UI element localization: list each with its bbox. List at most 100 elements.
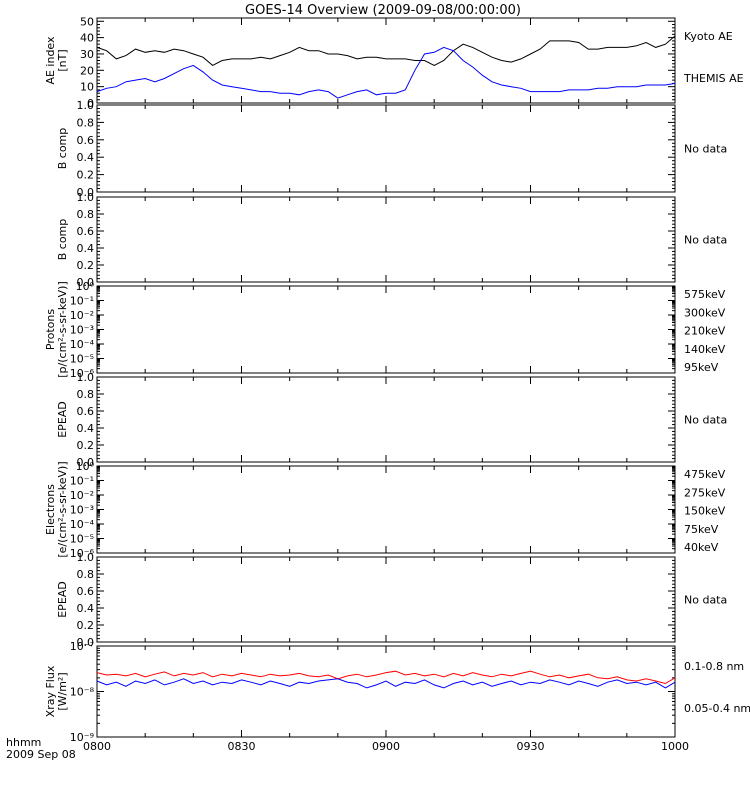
b-comp-2-ytick-label: 0.8 — [77, 208, 95, 221]
b-comp-1-frame — [96, 104, 676, 193]
protons-legend-95keV: 95keV — [684, 361, 719, 374]
panel-electrons: 10⁰ 10⁻¹10⁻² 10⁻³10⁻⁴ 10⁻⁵10⁻⁶ Electrons [e/(… — [44, 460, 726, 560]
date-label: 2009 Sep 08 — [6, 748, 76, 761]
xray-flux-legend-1: 0.05-0.4 nm — [684, 702, 750, 715]
epead-1-ytick-label: 0.2 — [77, 439, 95, 452]
electrons-legend-275keV: 275keV — [684, 486, 726, 499]
protons-ytick-label: 10⁻¹ — [70, 295, 94, 308]
epead-2-ytick-label: 0.2 — [77, 619, 95, 632]
xray-flux-legend-0: 0.1-0.8 nm — [684, 660, 744, 673]
electrons-ytick-label: 10⁰ — [76, 460, 95, 473]
ae-index-legend-1: THEMIS AE — [683, 72, 744, 85]
protons-ytick-label: 10⁰ — [76, 280, 95, 293]
epead-2-ylabel: EPEAD — [56, 581, 69, 618]
electrons-legend-75keV: 75keV — [684, 523, 719, 536]
xray-flux-series-1 — [96, 678, 676, 689]
xray-flux-frame — [96, 645, 676, 738]
xray-flux-ylabel: Xray Flux — [44, 665, 57, 717]
ae-index-series-0 — [96, 35, 676, 66]
ae-index-ytick-label: 30 — [80, 48, 94, 61]
panel-b-comp-1: 0.0 0.2 0.4 0.6 0.8 1.0 B comp No data — [56, 99, 727, 199]
b-comp-2-no-data-label: No data — [684, 234, 727, 247]
electrons-ytick-label: 10⁻³ — [70, 504, 94, 517]
epead-2-ytick-label: 0.4 — [77, 602, 95, 615]
xray-flux-ylabel: [W/m²] — [56, 672, 69, 710]
epead-2-ytick-label: 0.8 — [77, 568, 95, 581]
epead-2-frame — [96, 556, 676, 643]
b-comp-1-ytick-label: 1.0 — [77, 99, 95, 112]
b-comp-2-ytick-label: 0.6 — [77, 225, 95, 238]
electrons-frame — [96, 465, 676, 554]
epead-2-no-data-label: No data — [684, 594, 727, 607]
time-tick-label-1000: 1000 — [661, 740, 689, 753]
b-comp-1-ylabel: B comp — [56, 128, 69, 170]
b-comp-1-no-data-label: No data — [684, 143, 727, 156]
b-comp-1-ytick-label: 0.6 — [77, 134, 95, 147]
protons-legend-140keV: 140keV — [684, 343, 726, 356]
b-comp-1-ytick-label: 0.8 — [77, 116, 95, 129]
ae-index-ytick-label: 50 — [80, 15, 94, 28]
panel-epead-1: 0.0 0.2 0.4 0.6 0.8 1.0 EPEAD No data — [56, 371, 727, 469]
figure-title: GOES-14 Overview (2009-09-08/00:00:00) — [245, 3, 521, 18]
protons-legend-210keV: 210keV — [684, 325, 726, 338]
b-comp-2-ytick-label: 0.0 — [77, 276, 95, 289]
xray-flux-series-0 — [96, 670, 676, 685]
ae-index-legend-0: Kyoto AE — [684, 30, 733, 43]
epead-1-ytick-label: 0.8 — [77, 388, 95, 401]
b-comp-2-frame — [96, 196, 676, 283]
epead-1-ytick-label: 0.0 — [77, 456, 95, 469]
protons-ylabel: Protons — [44, 309, 57, 350]
electrons-ylabel: [e/(cm²-s-sr-keV)] — [56, 461, 69, 557]
protons-ylabel: [p/(cm²-s-sr-keV)] — [56, 281, 69, 378]
electrons-ytick-label: 10⁻¹ — [70, 475, 94, 488]
b-comp-2-ytick-label: 0.4 — [77, 242, 95, 255]
epead-1-ylabel: EPEAD — [56, 401, 69, 438]
panel-ae-index: 0 10 20 30 40 50 AE index [nT] Kyoto AE THEMIS AE — [44, 15, 744, 110]
epead-1-ytick-label: 1.0 — [77, 371, 95, 384]
epead-1-frame — [96, 376, 676, 463]
electrons-legend-150keV: 150keV — [684, 505, 726, 518]
epead-2-ytick-label: 1.0 — [77, 551, 95, 564]
ae-index-ytick-label: 0 — [87, 97, 94, 110]
time-tick-label-0900: 0900 — [372, 740, 400, 753]
protons-frame — [96, 285, 676, 374]
xray-flux-ytick-label: 10⁻⁸ — [70, 686, 95, 699]
protons-ytick-label: 10⁻³ — [70, 324, 94, 337]
epead-2-ytick-label: 0.6 — [77, 585, 95, 598]
panel-xray-flux: 10⁻⁷ 10⁻⁸ 10⁻⁹ Xray Flux [W/m²] 0.1-0.8 nm 0.0… — [44, 640, 750, 744]
b-comp-1-ytick-label: 0.0 — [77, 186, 95, 199]
protons-ytick-label: 10⁻² — [70, 309, 94, 322]
epead-1-ytick-label: 0.6 — [77, 405, 95, 418]
electrons-ytick-label: 10⁻⁴ — [70, 518, 95, 531]
xray-flux-ytick-label: 10⁻⁹ — [70, 731, 94, 744]
panel-b-comp-2: 0.0 0.2 0.4 0.6 0.8 1.0 B comp No data — [56, 191, 727, 289]
protons-ytick-label: 10⁻⁵ — [70, 353, 94, 366]
electrons-ytick-label: 10⁻⁶ — [70, 547, 95, 560]
time-tick-label-0800: 0800 — [83, 740, 111, 753]
ae-index-ytick-label: 10 — [80, 81, 94, 94]
ae-index-ylabel: [nT] — [56, 49, 69, 71]
epead-1-ytick-label: 0.4 — [77, 422, 95, 435]
protons-ytick-label: 10⁻⁶ — [70, 367, 95, 380]
b-comp-2-ytick-label: 1.0 — [77, 191, 95, 204]
b-comp-2-ylabel: B comp — [56, 219, 69, 261]
b-comp-1-ytick-label: 0.4 — [77, 151, 95, 164]
electrons-ytick-label: 10⁻² — [70, 489, 94, 502]
electrons-ylabel: Electrons — [44, 484, 57, 535]
time-tick-label-0930: 0930 — [517, 740, 545, 753]
electrons-legend-40keV: 40keV — [684, 541, 719, 554]
protons-legend-300keV: 300keV — [684, 306, 726, 319]
ae-index-ytick-label: 20 — [80, 64, 94, 77]
panel-epead-2: 0.0 0.2 0.4 0.6 0.8 1.0 EPEAD No data — [56, 551, 727, 649]
epead-1-no-data-label: No data — [684, 414, 727, 427]
b-comp-2-ytick-label: 0.2 — [77, 259, 95, 272]
protons-ytick-label: 10⁻⁴ — [70, 338, 95, 351]
protons-legend-575keV: 575keV — [684, 288, 726, 301]
xray-flux-ytick-label: 10⁻⁷ — [70, 640, 94, 653]
b-comp-1-ytick-label: 0.2 — [77, 169, 95, 182]
ae-index-ylabel: AE index — [44, 36, 57, 85]
ae-index-ytick-label: 40 — [80, 32, 94, 45]
time-format-label: hhmm — [6, 736, 41, 749]
electrons-ytick-label: 10⁻⁵ — [70, 533, 94, 546]
